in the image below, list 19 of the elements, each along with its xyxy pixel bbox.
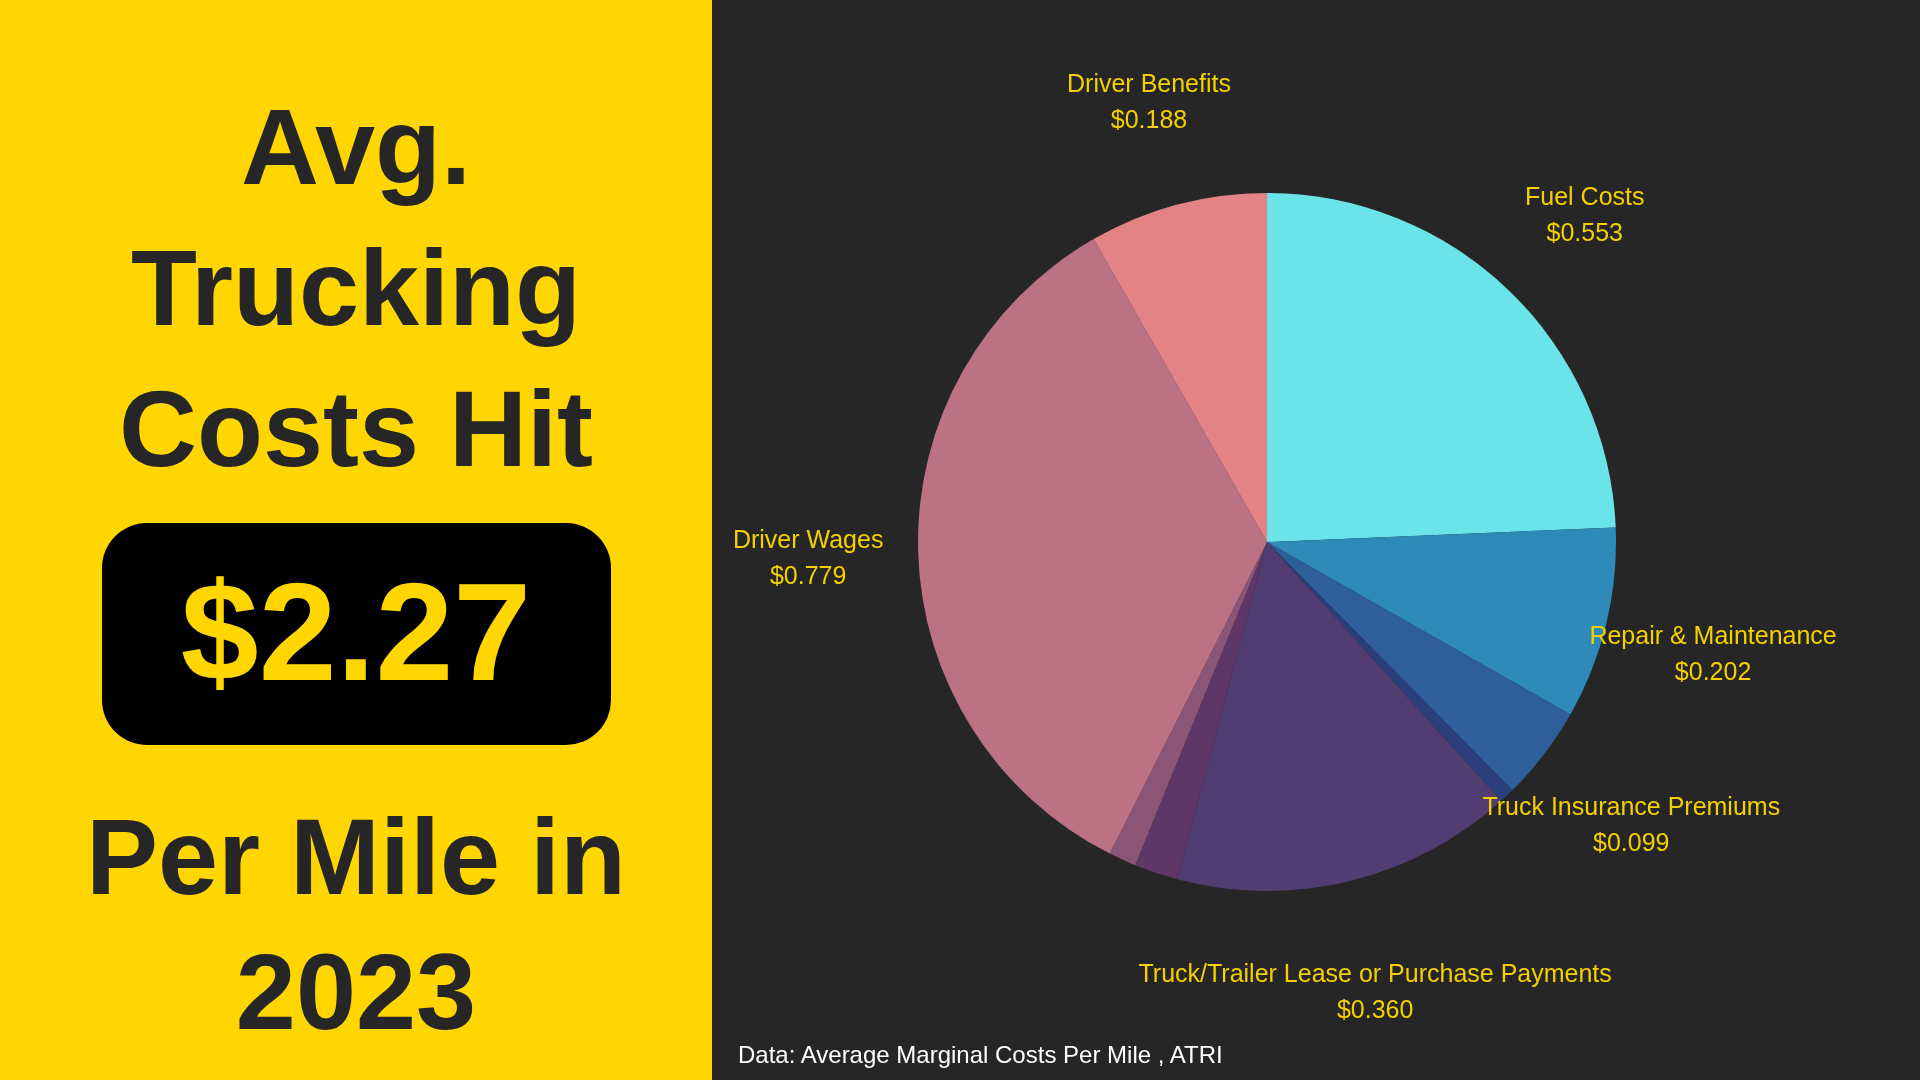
data-label: $0.188 (1110, 105, 1188, 134)
pie-slice (1267, 542, 1571, 791)
data-label: $0.553 (1546, 217, 1623, 246)
data-label: $0.779 (769, 561, 847, 590)
slice-label: Truck Insurance Premiums (1482, 792, 1781, 821)
slice-label: Driver Benefits (1067, 69, 1231, 98)
pie-slice (918, 239, 1267, 854)
pie-slice (1093, 193, 1267, 542)
text: Avg. Trucking Costs Hit (118, 86, 594, 489)
pie-slice (1109, 542, 1267, 866)
text: Per Mile in 2023 (85, 796, 627, 1052)
text: $2.27 (180, 553, 532, 710)
text: Data: Average Marginal Costs Per Mile , ATRI (738, 1041, 1223, 1068)
slice-label: Truck/Trailer Lease or Purchase Payments (1138, 959, 1612, 988)
slice-label: Driver Wages (732, 525, 884, 554)
data-label: $0.202 (1674, 657, 1752, 686)
data-label: $0.360 (1336, 995, 1414, 1024)
slice-label: Fuel Costs (1525, 181, 1645, 210)
data-label: $0.099 (1593, 828, 1670, 857)
